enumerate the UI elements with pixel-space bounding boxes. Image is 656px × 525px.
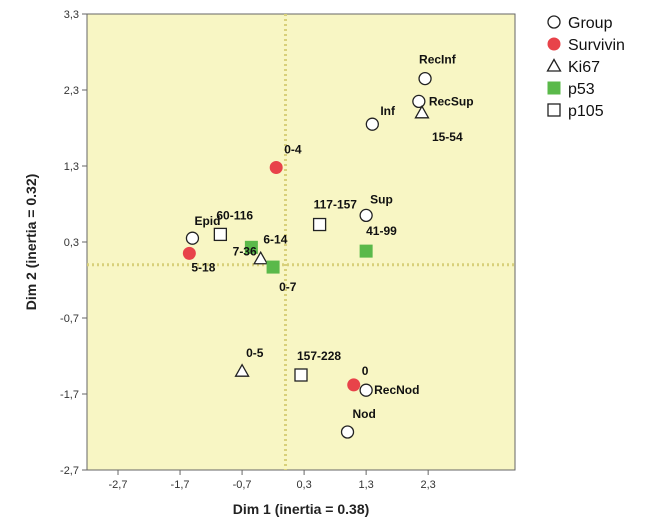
point-labels: RecInf RecSup Inf Sup Epid RecNod Nod 0-4 5-18 0 1… [191,53,473,421]
plot-area [86,13,516,471]
p53-point [266,260,280,274]
group-point [185,231,200,245]
y-tick-label: -2,7 [60,465,79,477]
p105-point [312,217,327,232]
p53-point [244,240,258,254]
p105-point-label: 157-228 [297,349,341,363]
survivin-point-label: 5-18 [191,260,215,274]
p105-point [213,227,228,242]
p53-point-label: 6-14 [263,232,287,246]
y-tick-label: 3,3 [64,9,79,21]
legend-group-label: Group [568,15,613,32]
y-tick-label: 2,3 [64,85,79,97]
ki67-point-label: 0-5 [246,346,264,360]
y-tick-label: -1,7 [60,389,79,401]
group-point-label: RecNod [374,383,419,397]
survivin-point-label: 0-4 [284,143,302,157]
axis-ticks: -2,7 -1,7 -0,7 0,3 1,3 2,3 -2,7 -1,7 -0,7 0,3 1,3 2… [60,9,436,491]
legend-p53-marker [547,81,561,95]
legend: Group Survivin Ki67 p53 p105 [546,15,625,120]
legend-ki67-marker [546,58,562,72]
group-point-label: Inf [380,104,396,118]
x-tick-label: 0,3 [296,479,311,491]
survivin-point [182,246,196,260]
y-tick-label: 1,3 [64,161,79,173]
survivin-point [269,161,283,175]
p53-point [359,244,373,258]
group-point-label: Sup [370,192,393,206]
legend-survivin-label: Survivin [568,37,625,54]
ki67-point [234,363,250,377]
p105-point [294,368,308,382]
legend-survivin-marker [547,37,561,51]
group-point [418,71,432,86]
group-point-label: RecInf [419,53,457,67]
survivin-point [347,378,361,392]
group-point-label: Nod [353,407,376,421]
survivin-point-label: 0 [362,364,369,378]
x-tick-label: 2,3 [421,479,436,491]
data-points [182,71,432,439]
y-axis-title: Dim 2 (inertia = 0.32) [23,174,39,311]
y-tick-label: -0,7 [60,313,79,325]
group-point-label: Epid [194,214,220,228]
reference-lines [87,14,515,470]
ki67-point-label: 7-36 [233,245,257,259]
group-point [412,94,426,109]
group-point [365,117,379,131]
legend-group-marker [547,15,561,29]
x-tick-label: 1,3 [358,479,373,491]
group-point [340,425,355,439]
ki67-point [414,104,430,119]
y-tick-label: 0,3 [64,237,79,249]
x-tick-label: -1,7 [171,479,190,491]
group-point [359,208,373,223]
group-point [359,383,373,397]
ki67-point [253,250,269,265]
p53-point-label: 41-99 [366,224,397,238]
legend-p105-label: p105 [568,103,604,120]
p105-point-label: 117-157 [314,198,358,212]
group-point-label: RecSup [429,94,474,108]
x-tick-label: -2,7 [109,479,128,491]
legend-ki67-label: Ki67 [568,59,600,76]
x-axis-title: Dim 1 (inertia = 0.38) [233,501,370,517]
x-tick-label: -0,7 [233,479,252,491]
legend-p53-label: p53 [568,81,595,98]
p105-point-label: 60-116 [216,208,253,222]
legend-p105-marker [547,103,561,117]
p53-point-label: 0-7 [279,280,297,294]
ki67-point-label: 15-54 [432,130,463,144]
